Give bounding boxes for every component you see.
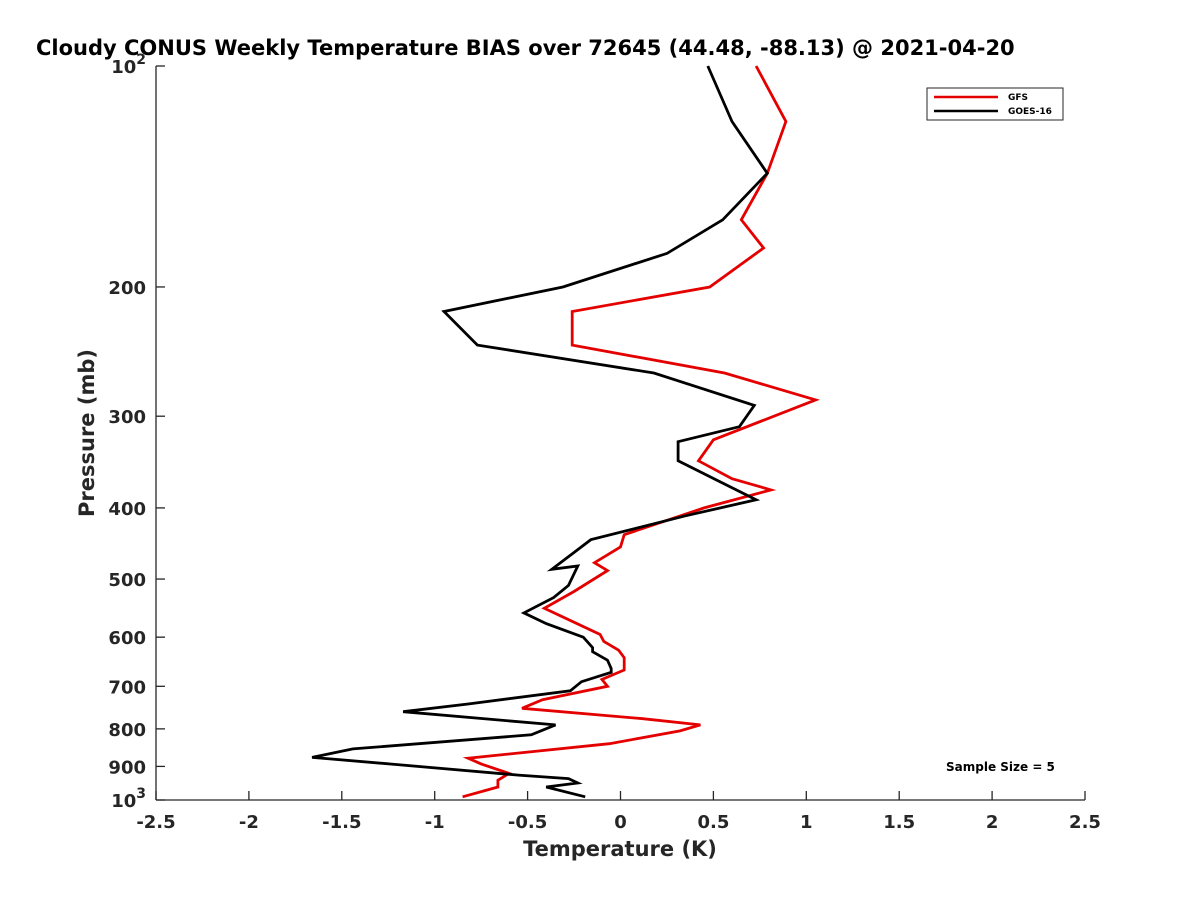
x-axis-label: Temperature (K) [523,837,717,861]
y-tick-label: 103 [111,786,146,812]
series-line-gfs [462,65,820,799]
y-tick-label: 900 [108,757,146,778]
x-tick-label: -1 [425,812,445,833]
chart-title: Cloudy CONUS Weekly Temperature BIAS ove… [36,36,1015,60]
x-tick-label: 0.5 [697,812,729,833]
y-axis-label: Pressure (mb) [75,349,99,517]
x-tick-label: -0.5 [508,812,547,833]
y-tick-label: 102 [111,52,146,78]
x-ticks: -2.5 -2 -1.5 -1 -0.5 0 0.5 1 1.5 2 2.5 [136,791,1101,833]
series-layer [311,65,820,799]
legend-label-gfs: GFS [1008,93,1028,103]
x-tick-label: 1.5 [883,812,915,833]
x-tick-label: -1.5 [322,812,361,833]
plot-area: -2.5 -2 -1.5 -1 -0.5 0 0.5 1 1.5 2 2.5 102 200 300 40… [108,52,1101,833]
y-tick-label: 300 [108,407,146,428]
y-tick-label: 400 [108,499,146,520]
y-tick-label: 800 [108,720,146,741]
legend: GFS GOES-16 [926,87,1064,121]
y-ticks: 102 200 300 400 500 600 700 800 900 103 [108,52,165,812]
x-tick-label: -2 [239,812,259,833]
y-tick-label: 200 [108,278,146,299]
x-tick-label: 2 [986,812,999,833]
y-tick-label: 500 [108,570,146,591]
x-tick-label: 0 [614,812,627,833]
y-tick-label: 600 [108,628,146,649]
x-tick-label: -2.5 [136,812,175,833]
legend-label-goes16: GOES-16 [1008,107,1052,117]
series-line-goes16 [311,65,770,799]
sample-size-annotation: Sample Size = 5 [946,760,1055,774]
legend-box [926,87,1064,121]
y-tick-label: 700 [108,677,146,698]
x-tick-label: 2.5 [1069,812,1101,833]
x-tick-label: 1 [800,812,813,833]
